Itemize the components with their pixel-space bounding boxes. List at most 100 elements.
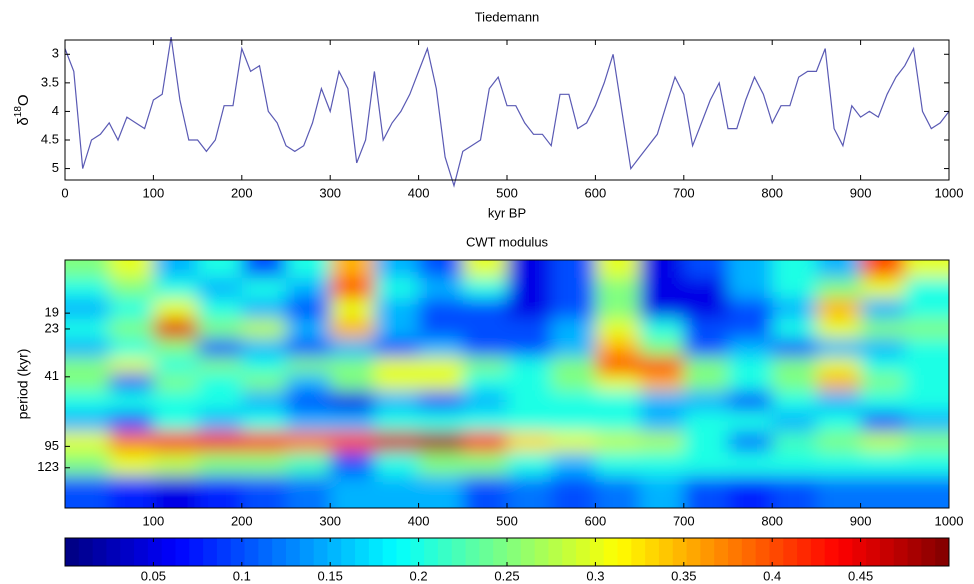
heatmap-cell <box>418 411 464 432</box>
heatmap-cell <box>728 357 773 374</box>
heatmap-cell <box>728 338 773 358</box>
heatmap-cell <box>683 452 729 477</box>
colorbar-swatch <box>603 538 618 566</box>
heatmap-cell <box>551 452 596 477</box>
heatmap-cell <box>330 318 375 340</box>
heatmap-cell <box>109 452 154 477</box>
heatmap-cell <box>418 318 464 340</box>
colorbar-swatch <box>368 538 384 566</box>
heatmap-cell <box>728 390 773 412</box>
heatmap-cell <box>65 338 110 358</box>
heatmap-cell <box>639 411 685 432</box>
heatmap-cell <box>772 475 817 508</box>
line-plot <box>64 37 950 188</box>
heatmap-cell <box>683 431 729 453</box>
y-label-part: δ <box>15 117 32 125</box>
heatmap-cell <box>109 318 154 340</box>
heatmap-cell <box>418 277 464 299</box>
heatmap-cell <box>197 431 243 453</box>
heatmap-cell <box>507 298 552 320</box>
heatmap-cell <box>462 260 508 279</box>
heatmap-cell <box>241 357 287 374</box>
heatmap-cell <box>374 277 420 299</box>
heatmap-cell <box>772 431 817 453</box>
heatmap-cell <box>462 277 508 299</box>
heatmap-cell <box>286 431 331 453</box>
heatmap-cell <box>153 390 199 412</box>
colorbar-swatch <box>216 538 232 566</box>
heatmap-cell <box>595 475 641 508</box>
heatmap-cell <box>153 411 199 432</box>
colorbar-swatch <box>589 538 605 566</box>
heatmap-cell <box>816 357 862 374</box>
heatmap-cell <box>639 318 685 340</box>
colorbar-swatch <box>631 538 646 566</box>
heatmap-cell <box>683 318 729 340</box>
heatmap-cell <box>904 277 949 299</box>
colorbar-tick-label: 0.3 <box>586 568 604 583</box>
heatmap-cell <box>330 411 375 432</box>
heatmap-cell <box>507 338 552 358</box>
heatmap-cell <box>816 475 862 508</box>
heatmap-cell <box>374 318 420 340</box>
heatmap-cell <box>551 260 596 279</box>
colorbar-swatch <box>451 538 467 566</box>
heatmap-cell <box>507 431 552 453</box>
y-tick-label: 4.5 <box>41 131 59 146</box>
heatmap-cell <box>683 298 729 320</box>
heatmap-cell <box>639 338 685 358</box>
heatmap-cell <box>330 260 375 279</box>
heatmap-cell <box>197 390 243 412</box>
heatmap-cell <box>639 298 685 320</box>
heatmap-cell <box>374 260 420 279</box>
heatmap-cell <box>462 475 508 508</box>
heatmap-cell <box>595 357 641 374</box>
heatmap-cell <box>241 318 287 340</box>
heatmap-cell <box>904 475 949 508</box>
heatmap-cell <box>65 475 110 508</box>
colorbar-swatch <box>783 538 798 566</box>
heatmap-cell <box>595 260 641 279</box>
heatmap-cell <box>286 318 331 340</box>
heatmap-cell <box>551 390 596 412</box>
heatmap-cell <box>330 338 375 358</box>
heatmap-cell <box>109 357 154 374</box>
heatmap-cell <box>860 357 906 374</box>
heatmap-cell <box>374 411 420 432</box>
heatmap-cell <box>507 373 552 392</box>
colorbar-swatch <box>686 538 701 566</box>
heatmap-cell <box>462 452 508 477</box>
colorbar-swatch <box>810 538 826 566</box>
heatmap-cell <box>418 260 464 279</box>
x-tick-label: 1000 <box>935 513 964 528</box>
axes: 0 100 200 300 400 500 600 700 800 900 1000 3 3.5 4 4.5… <box>37 39 964 528</box>
colorbar-swatch <box>230 538 246 566</box>
colorbar-swatch <box>493 538 508 566</box>
heatmap-cell <box>816 431 862 453</box>
heatmap-cell <box>330 298 375 320</box>
heatmap-cell <box>683 411 729 432</box>
colorbar-swatch <box>755 538 770 566</box>
heatmap-cell <box>241 277 287 299</box>
heatmap-cell <box>65 277 110 299</box>
colorbar-swatch <box>465 538 480 566</box>
heatmap-cell <box>330 277 375 299</box>
heatmap-cell <box>551 411 596 432</box>
heatmap-cell <box>683 373 729 392</box>
heatmap-cell <box>65 452 110 477</box>
heatmap-cell <box>241 373 287 392</box>
heatmap-cell <box>65 390 110 412</box>
heatmap-cell <box>109 373 154 392</box>
heatmap-cell <box>507 318 552 340</box>
colorbar-swatch <box>244 538 259 566</box>
heatmap-cell <box>197 298 243 320</box>
heatmap-cell <box>241 260 287 279</box>
heatmap-cell <box>418 431 464 453</box>
heatmap-cell <box>816 452 862 477</box>
colorbar-swatch <box>299 538 315 566</box>
heatmap-cell <box>374 390 420 412</box>
heatmap-cell <box>728 318 773 340</box>
heatmap-cell <box>109 411 154 432</box>
heatmap-cell <box>462 431 508 453</box>
chart-title: Tiedemann <box>475 9 540 24</box>
